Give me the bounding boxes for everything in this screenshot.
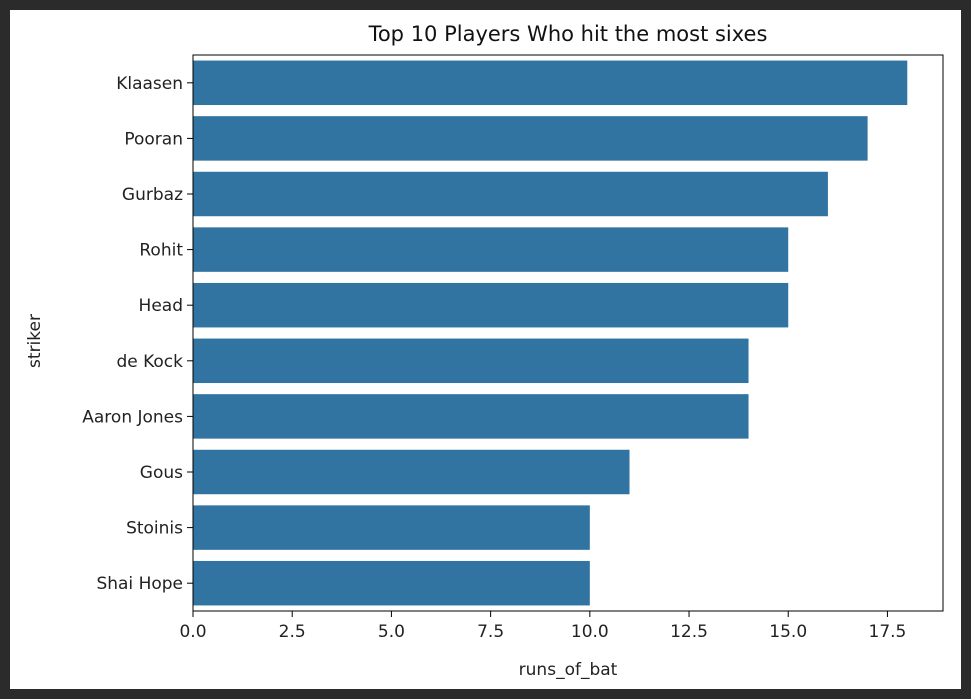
x-tick-label: 5.0 (378, 622, 405, 642)
x-tick-label: 7.5 (477, 622, 504, 642)
y-tick-label: Shai Hope (96, 574, 183, 594)
bar-pooran (193, 116, 868, 161)
x-tick-label: 12.5 (670, 622, 708, 642)
chart-title: Top 10 Players Who hit the most sixes (368, 22, 768, 46)
x-ticks: 0.0 2.5 5.0 7.5 10.0 12.5 15.0 17.5 (179, 611, 906, 642)
y-tick-label: Aaron Jones (82, 407, 183, 427)
bar-chart: Top 10 Players Who hit the most sixes Kl… (25, 22, 944, 680)
y-tick-label: Rohit (139, 241, 183, 261)
y-axis-title: striker (25, 314, 45, 368)
x-axis-title: runs_of_bat (519, 660, 618, 680)
y-tick-label: Stoinis (126, 519, 183, 539)
x-tick-label: 0.0 (179, 622, 206, 642)
x-tick-label: 2.5 (279, 622, 306, 642)
x-tick-label: 17.5 (869, 622, 907, 642)
bar-gurbaz (193, 171, 828, 217)
bar-stoinis (193, 505, 590, 550)
chart-frame: Top 10 Players Who hit the most sixes Kl… (10, 10, 961, 689)
bar-gous (193, 449, 630, 495)
y-tick-label: de Kock (116, 352, 183, 372)
y-tick-label: Pooran (124, 129, 183, 149)
bar-aaron-jones (193, 394, 749, 439)
x-tick-label: 15.0 (769, 622, 807, 642)
y-tick-label: Gous (140, 463, 183, 483)
bar-head (193, 282, 789, 328)
bars-group (193, 60, 908, 606)
bar-de-kock (193, 338, 749, 384)
bar-rohit (193, 227, 789, 272)
y-tick-label: Gurbaz (122, 185, 183, 205)
x-tick-label: 10.0 (571, 622, 609, 642)
bar-klaasen (193, 60, 908, 106)
bar-shai-hope (193, 560, 590, 606)
plot-area-border (192, 54, 944, 612)
y-tick-labels: Klaasen Pooran Gurbaz Rohit Head de Kock Aaron… (82, 74, 193, 594)
y-tick-label: Head (139, 296, 183, 316)
y-tick-label: Klaasen (116, 74, 183, 94)
